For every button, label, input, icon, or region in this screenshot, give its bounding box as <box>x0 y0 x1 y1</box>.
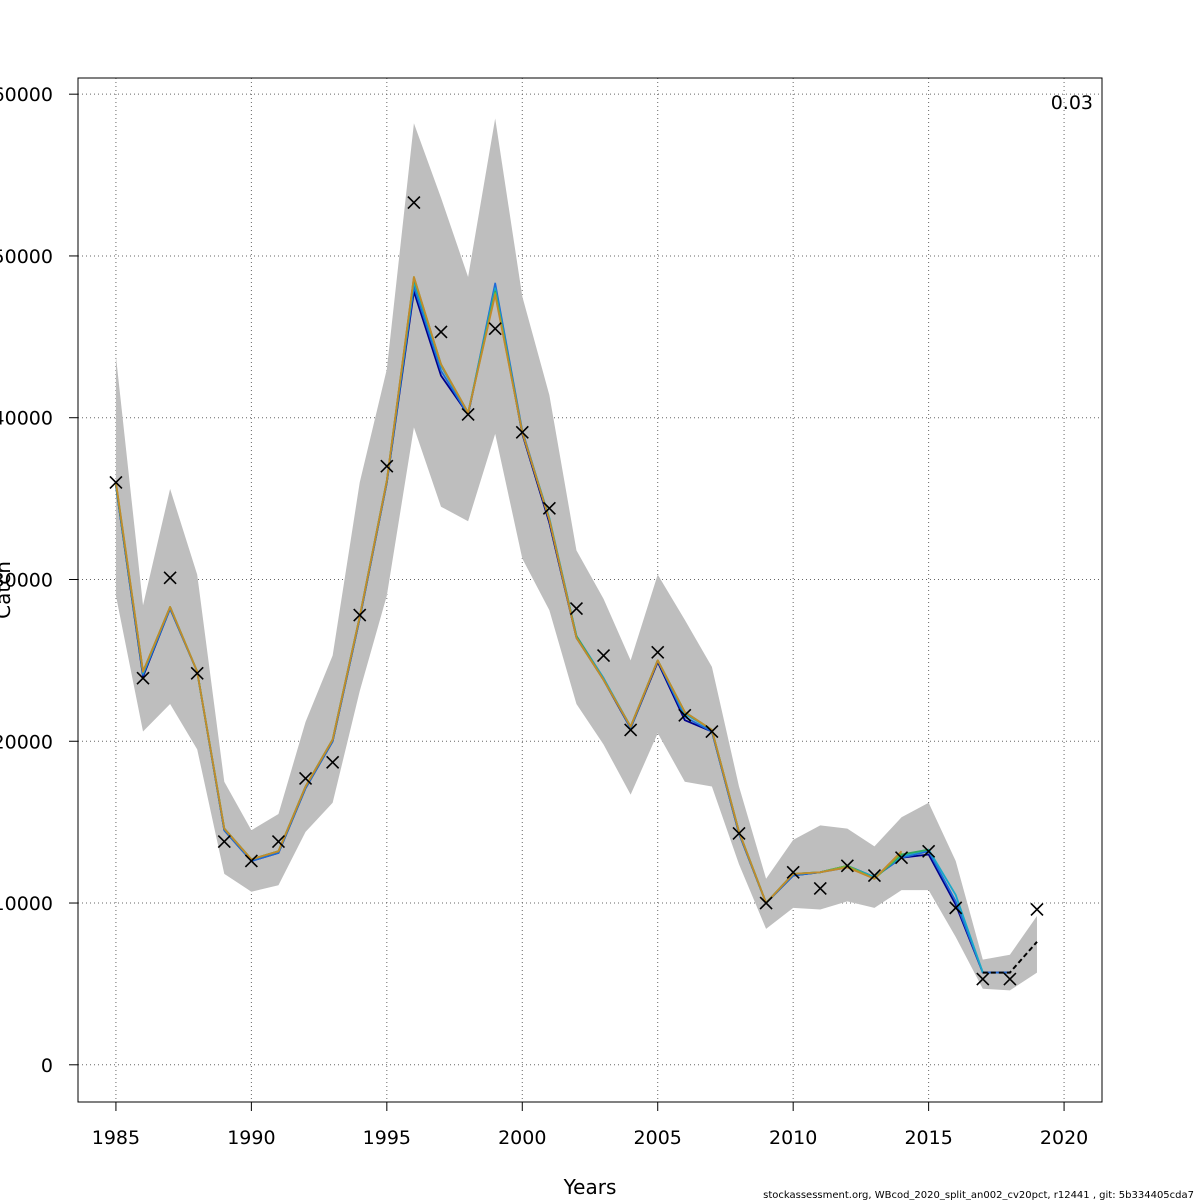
observation-marker <box>217 834 231 849</box>
observed-catch-markers <box>109 195 1044 986</box>
x-tick-label: 2000 <box>498 1127 546 1149</box>
observation-marker <box>109 475 123 489</box>
y-tick-label: 10000 <box>0 893 53 915</box>
x-tick-label: 2015 <box>904 1127 952 1149</box>
x-axis: 1985 1990 1995 2000 2005 2010 2015 2020 <box>92 1101 1088 1149</box>
observation-marker <box>326 755 340 769</box>
observation-marker <box>949 901 963 915</box>
observation-marker <box>434 325 448 339</box>
observation-marker <box>732 826 746 841</box>
x-tick-label: 2005 <box>634 1127 682 1149</box>
observation-marker <box>407 195 421 210</box>
observation-marker <box>922 844 936 858</box>
confidence-band-area <box>115 118 1037 991</box>
observation-marker <box>786 865 800 879</box>
observation-marker <box>163 571 177 585</box>
observation-marker <box>190 666 204 680</box>
y-tick-label: 0 <box>41 1055 53 1077</box>
observation-marker <box>894 851 909 865</box>
observation-marker <box>624 723 638 737</box>
observation-marker <box>867 868 882 883</box>
observation-marker <box>840 859 854 873</box>
series-line-final <box>982 941 1038 974</box>
confidence-band <box>115 118 1037 991</box>
observation-marker <box>136 671 150 685</box>
y-tick-label: 50000 <box>0 246 53 268</box>
y-tick-label: 30000 <box>0 569 53 591</box>
x-tick-label: 1985 <box>92 1127 140 1149</box>
observation-marker <box>678 708 692 722</box>
observation-marker <box>542 501 556 515</box>
observation-marker <box>298 771 313 786</box>
x-tick-label: 1995 <box>363 1127 411 1149</box>
observation-marker <box>976 972 990 986</box>
x-tick-label: 2010 <box>769 1127 817 1149</box>
observation-marker <box>353 608 367 622</box>
observation-marker <box>380 459 394 473</box>
x-tick-label: 2020 <box>1040 1127 1088 1149</box>
y-axis-title: Catch <box>0 561 15 619</box>
observation-marker <box>1003 972 1017 986</box>
observation-marker <box>488 322 502 336</box>
observation-marker <box>1030 902 1044 917</box>
y-tick-label: 40000 <box>0 408 53 430</box>
x-axis-title: Years <box>563 1175 617 1199</box>
corner-label: 0.03 <box>1051 92 1093 114</box>
x-tick-label: 1990 <box>227 1127 275 1149</box>
footer-note: stockassessment.org, WBcod_2020_split_an… <box>763 1190 1194 1200</box>
observation-marker <box>515 425 529 439</box>
observation-marker <box>596 648 611 663</box>
observation-marker <box>271 834 286 849</box>
observation-marker <box>461 407 475 422</box>
observation-marker <box>705 724 719 739</box>
observation-marker <box>813 881 827 896</box>
observation-marker <box>759 896 773 910</box>
observation-marker <box>651 645 665 659</box>
observation-marker <box>569 602 584 616</box>
observation-marker <box>244 854 258 868</box>
y-tick-label: 60000 <box>0 84 53 106</box>
